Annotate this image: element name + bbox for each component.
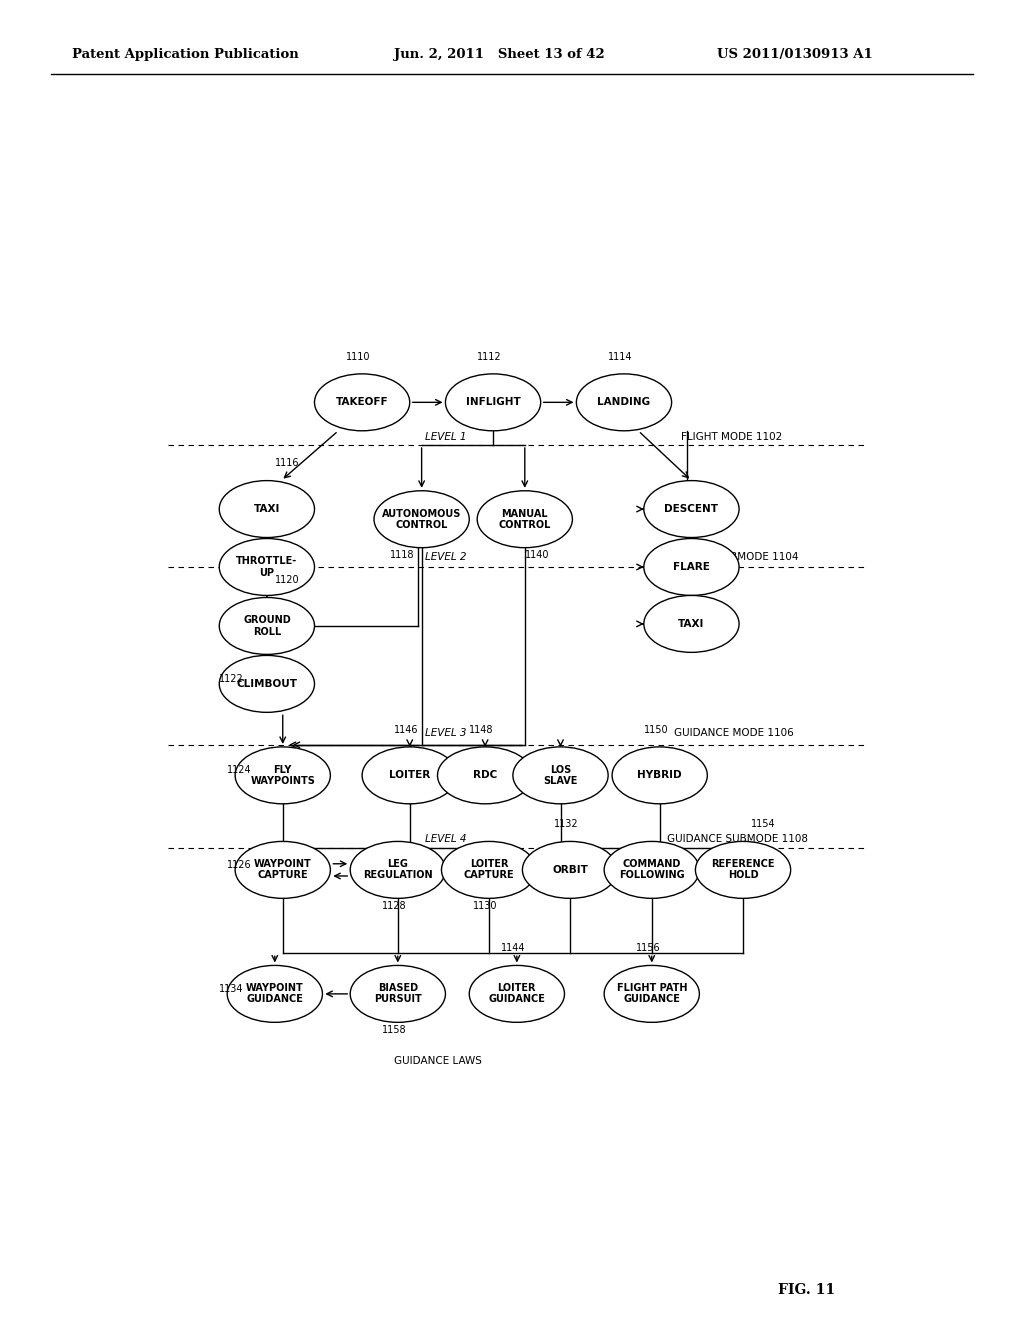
Text: THROTTLE-
UP: THROTTLE- UP bbox=[237, 557, 298, 578]
Text: 1140: 1140 bbox=[524, 550, 549, 560]
Text: Jun. 2, 2011   Sheet 13 of 42: Jun. 2, 2011 Sheet 13 of 42 bbox=[394, 48, 605, 61]
Text: GUIDANCE MODE 1106: GUIDANCE MODE 1106 bbox=[674, 727, 794, 738]
Text: HYBRID: HYBRID bbox=[637, 771, 682, 780]
Text: 1132: 1132 bbox=[554, 820, 579, 829]
Text: TAXI: TAXI bbox=[678, 619, 705, 628]
Ellipse shape bbox=[350, 965, 445, 1022]
Ellipse shape bbox=[513, 747, 608, 804]
Text: 1158: 1158 bbox=[382, 1024, 407, 1035]
Text: FLIGHT PATH
GUIDANCE: FLIGHT PATH GUIDANCE bbox=[616, 983, 687, 1005]
Text: 1146: 1146 bbox=[394, 725, 419, 735]
Text: RDC: RDC bbox=[473, 771, 498, 780]
Text: WAYPOINT
CAPTURE: WAYPOINT CAPTURE bbox=[254, 859, 311, 880]
Ellipse shape bbox=[236, 747, 331, 804]
Ellipse shape bbox=[644, 539, 739, 595]
Text: 1150: 1150 bbox=[644, 725, 669, 735]
Text: ORBIT: ORBIT bbox=[552, 865, 588, 875]
Text: LEVEL 4: LEVEL 4 bbox=[425, 834, 466, 845]
Text: FLIGHT SUBMODE 1104: FLIGHT SUBMODE 1104 bbox=[676, 552, 799, 562]
Text: 1126: 1126 bbox=[227, 859, 252, 870]
Text: LOITER
GUIDANCE: LOITER GUIDANCE bbox=[488, 983, 546, 1005]
Text: GROUND
ROLL: GROUND ROLL bbox=[243, 615, 291, 636]
Text: 1124: 1124 bbox=[227, 766, 252, 775]
Text: FLIGHT MODE 1102: FLIGHT MODE 1102 bbox=[681, 432, 781, 442]
Text: 1122: 1122 bbox=[219, 675, 244, 684]
Ellipse shape bbox=[350, 841, 445, 899]
Text: 1156: 1156 bbox=[636, 944, 660, 953]
Ellipse shape bbox=[227, 965, 323, 1022]
Text: US 2011/0130913 A1: US 2011/0130913 A1 bbox=[717, 48, 872, 61]
Text: AUTONOMOUS
CONTROL: AUTONOMOUS CONTROL bbox=[382, 508, 462, 529]
Ellipse shape bbox=[374, 491, 469, 548]
Ellipse shape bbox=[219, 656, 314, 713]
Text: 1120: 1120 bbox=[274, 576, 299, 585]
Text: LOITER
CAPTURE: LOITER CAPTURE bbox=[464, 859, 514, 880]
Text: MANUAL
CONTROL: MANUAL CONTROL bbox=[499, 508, 551, 529]
Text: 1110: 1110 bbox=[346, 351, 371, 362]
Text: Patent Application Publication: Patent Application Publication bbox=[72, 48, 298, 61]
Text: INFLIGHT: INFLIGHT bbox=[466, 397, 520, 408]
Text: BIASED
PURSUIT: BIASED PURSUIT bbox=[374, 983, 422, 1005]
Text: 1130: 1130 bbox=[473, 900, 498, 911]
Ellipse shape bbox=[219, 480, 314, 537]
Text: LANDING: LANDING bbox=[597, 397, 650, 408]
Text: 1144: 1144 bbox=[501, 944, 525, 953]
Ellipse shape bbox=[604, 841, 699, 899]
Text: LEVEL 1: LEVEL 1 bbox=[425, 432, 466, 442]
Ellipse shape bbox=[236, 841, 331, 899]
Ellipse shape bbox=[522, 841, 617, 899]
Text: REFERENCE
HOLD: REFERENCE HOLD bbox=[712, 859, 775, 880]
Ellipse shape bbox=[695, 841, 791, 899]
Text: LOS
SLAVE: LOS SLAVE bbox=[544, 764, 578, 785]
Text: 1112: 1112 bbox=[477, 351, 502, 362]
Text: LEVEL 2: LEVEL 2 bbox=[425, 552, 466, 562]
Text: LEVEL 3: LEVEL 3 bbox=[425, 727, 466, 738]
Text: GUIDANCE LAWS: GUIDANCE LAWS bbox=[393, 1056, 481, 1067]
Text: FLARE: FLARE bbox=[673, 562, 710, 572]
Text: LEG
REGULATION: LEG REGULATION bbox=[364, 859, 432, 880]
Text: 1154: 1154 bbox=[751, 820, 775, 829]
Text: TAKEOFF: TAKEOFF bbox=[336, 397, 388, 408]
Text: TAXI: TAXI bbox=[254, 504, 281, 513]
Ellipse shape bbox=[644, 480, 739, 537]
Text: 1134: 1134 bbox=[219, 983, 244, 994]
Text: DESCENT: DESCENT bbox=[665, 504, 719, 513]
Ellipse shape bbox=[644, 595, 739, 652]
Text: FIG. 11: FIG. 11 bbox=[778, 1283, 836, 1296]
Text: GUIDANCE SUBMODE 1108: GUIDANCE SUBMODE 1108 bbox=[667, 834, 808, 845]
Text: 1128: 1128 bbox=[382, 900, 407, 911]
Ellipse shape bbox=[445, 374, 541, 430]
Ellipse shape bbox=[604, 965, 699, 1022]
Ellipse shape bbox=[362, 747, 458, 804]
Text: LOITER: LOITER bbox=[389, 771, 430, 780]
Ellipse shape bbox=[219, 598, 314, 655]
Ellipse shape bbox=[437, 747, 532, 804]
Ellipse shape bbox=[577, 374, 672, 430]
Text: 1116: 1116 bbox=[274, 458, 299, 469]
Ellipse shape bbox=[612, 747, 708, 804]
Text: CLIMBOUT: CLIMBOUT bbox=[237, 678, 297, 689]
Text: COMMAND
FOLLOWING: COMMAND FOLLOWING bbox=[618, 859, 685, 880]
Text: WAYPOINT
GUIDANCE: WAYPOINT GUIDANCE bbox=[246, 983, 304, 1005]
Ellipse shape bbox=[441, 841, 537, 899]
Text: 1148: 1148 bbox=[469, 725, 494, 735]
Text: 1114: 1114 bbox=[608, 351, 633, 362]
Ellipse shape bbox=[219, 539, 314, 595]
Ellipse shape bbox=[469, 965, 564, 1022]
Text: 1118: 1118 bbox=[390, 550, 415, 560]
Ellipse shape bbox=[477, 491, 572, 548]
Ellipse shape bbox=[314, 374, 410, 430]
Text: FLY
WAYPOINTS: FLY WAYPOINTS bbox=[250, 764, 315, 785]
